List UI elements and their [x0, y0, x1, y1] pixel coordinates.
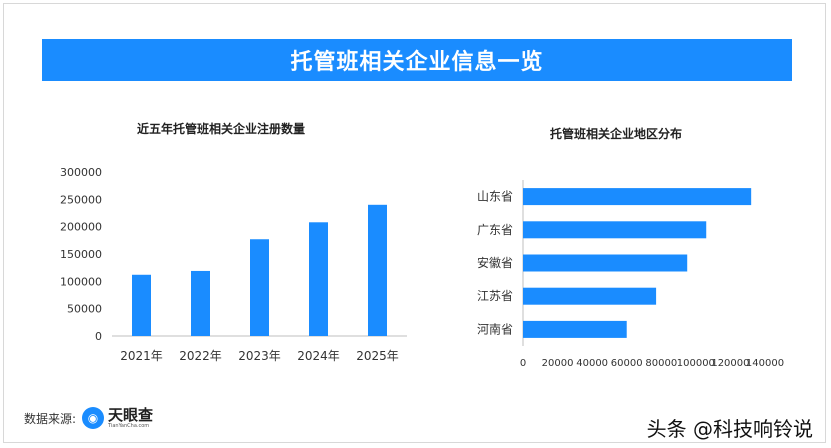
x-tick-label: 80000: [645, 358, 677, 369]
x-tick-label: 2022年: [179, 349, 222, 363]
y-tick-label: 200000: [60, 221, 102, 234]
bar: [368, 204, 387, 336]
y-tick-label: 150000: [60, 248, 102, 261]
logo-name: 天眼查: [108, 405, 154, 424]
x-tick-label: 20000: [542, 358, 574, 369]
x-tick-label: 140000: [746, 358, 784, 369]
eye-logo-icon: ◉: [82, 407, 105, 429]
watermark: 头条 @科技响铃说: [646, 417, 813, 441]
y-tick-label: 0: [95, 330, 102, 343]
tianyancha-logo: ◉ 天眼查 TianYanCha.com: [82, 407, 153, 429]
x-tick-label: 0: [520, 358, 526, 369]
hbar: [523, 320, 627, 338]
hbar-chart-title: 托管班相关企业地区分布: [550, 127, 683, 141]
x-tick-label: 40000: [576, 358, 608, 369]
category-label: 江苏省: [477, 289, 513, 303]
category-label: 安徽省: [477, 255, 513, 270]
y-tick-label: 300000: [60, 166, 102, 179]
x-tick-label: 100000: [677, 358, 715, 369]
page-frame: [3, 3, 826, 443]
category-label: 广东省: [477, 223, 513, 237]
bar: [250, 239, 269, 336]
bar: [191, 270, 210, 336]
bar: [309, 222, 328, 336]
y-tick-label: 100000: [60, 275, 102, 288]
category-label: 河南省: [477, 321, 513, 336]
data-source: 数据来源: ◉ 天眼查 TianYanCha.com: [24, 407, 153, 429]
bar: [132, 274, 151, 336]
banner-title: 托管班相关企业信息一览: [42, 39, 792, 81]
x-tick-label: 2025年: [356, 349, 399, 363]
hbar: [523, 254, 688, 272]
y-tick-label: 50000: [67, 303, 102, 316]
logo-url: TianYanCha.com: [108, 422, 150, 429]
x-tick-label: 2024年: [297, 349, 340, 363]
source-label: 数据来源:: [24, 411, 77, 426]
x-tick-label: 2023年: [238, 349, 281, 363]
x-tick-label: 2021年: [120, 349, 163, 363]
x-tick-label: 60000: [611, 358, 643, 369]
x-tick-label: 120000: [711, 358, 749, 369]
bar-chart-title: 近五年托管班相关企业注册数量: [137, 122, 306, 136]
hbar: [523, 287, 657, 305]
category-label: 山东省: [477, 190, 513, 204]
hbar: [523, 188, 752, 206]
hbar: [523, 221, 707, 239]
y-tick-label: 250000: [60, 193, 102, 206]
